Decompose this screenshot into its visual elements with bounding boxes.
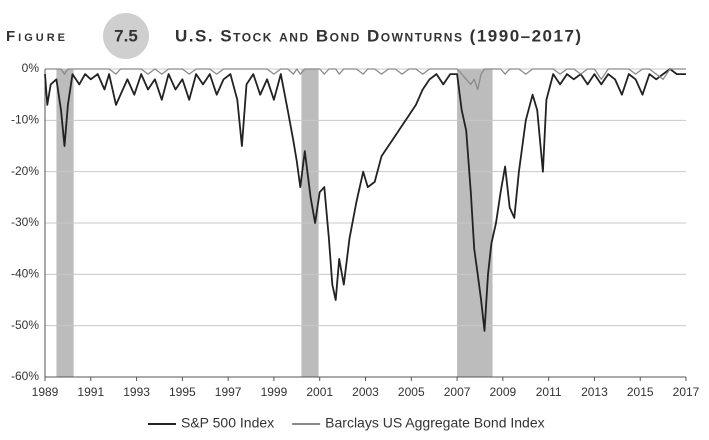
y-tick-label: -40% xyxy=(11,267,39,281)
y-tick-label: -50% xyxy=(11,318,39,332)
x-tick-label: 2011 xyxy=(536,385,562,399)
y-tick-label: -60% xyxy=(11,369,39,383)
x-tick-label: 2015 xyxy=(627,385,654,399)
x-tick-label: 1999 xyxy=(261,385,288,399)
x-tick-label: 1997 xyxy=(215,385,242,399)
chart-title: U.S. Stock and Bond Downturns (1990–2017… xyxy=(175,26,583,45)
x-tick-label: 2009 xyxy=(490,385,517,399)
figure-number: 7.5 xyxy=(114,26,138,45)
y-tick-label: 0% xyxy=(22,61,40,75)
legend-label: Barclays US Aggregate Bond Index xyxy=(325,415,544,431)
x-tick-label: 2001 xyxy=(306,385,333,399)
legend: S&P 500 Index Barclays US Aggregate Bond … xyxy=(148,415,545,431)
x-tick-label: 2013 xyxy=(581,385,608,399)
x-tick-label: 1991 xyxy=(77,385,104,399)
y-tick-label: -30% xyxy=(11,215,39,229)
series-line xyxy=(44,68,686,332)
x-tick-label: 2017 xyxy=(673,385,700,399)
x-tick-label: 1989 xyxy=(32,385,59,399)
legend-label: S&P 500 Index xyxy=(181,415,274,431)
x-tick-label: 2005 xyxy=(398,385,425,399)
x-tick-label: 2007 xyxy=(444,385,471,399)
x-tick-label: 2003 xyxy=(352,385,379,399)
x-tick-label: 1995 xyxy=(169,385,196,399)
figure-label: Figure xyxy=(6,28,68,45)
y-tick-label: -20% xyxy=(11,164,39,178)
series-line xyxy=(45,68,686,91)
y-tick-label: -10% xyxy=(11,113,39,127)
x-tick-label: 1993 xyxy=(123,385,150,399)
figure-badge xyxy=(103,13,149,59)
